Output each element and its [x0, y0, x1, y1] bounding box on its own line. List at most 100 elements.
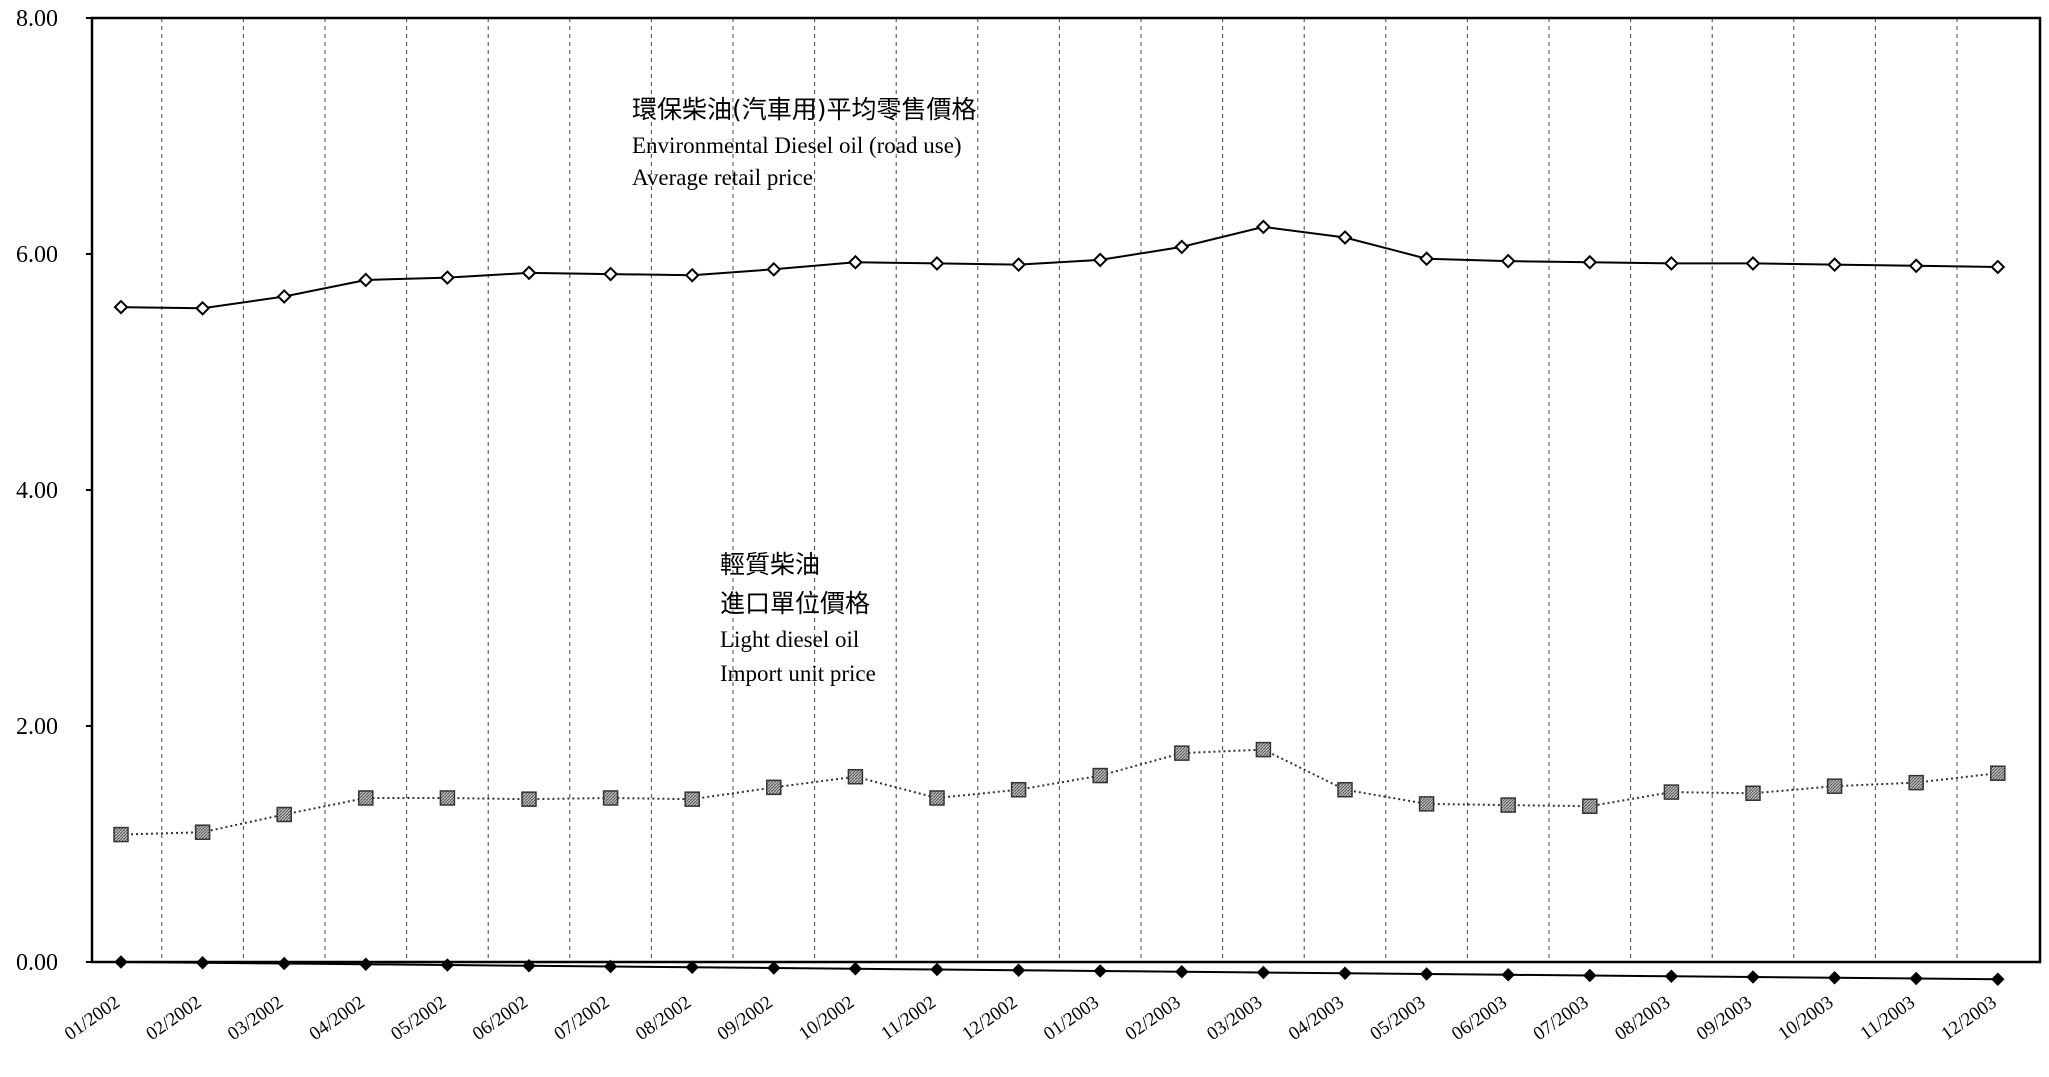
data-point-series-2 — [603, 959, 618, 974]
data-point-series-0 — [1011, 257, 1027, 273]
data-point-series-0 — [603, 266, 619, 282]
data-point-series-1 — [439, 790, 456, 806]
x-axis-ticks: 01/2002 02/2002 03/2002 04/2002 05/2002 06/20… — [61, 992, 2001, 1045]
data-point-series-1 — [766, 779, 782, 796]
data-point-series-0 — [1255, 219, 1271, 235]
data-point-series-1 — [1745, 785, 1761, 802]
data-point-series-1 — [1908, 774, 1924, 791]
x-tick-label: 01/2003 — [1040, 992, 1103, 1045]
data-point-series-1 — [276, 806, 292, 823]
data-point-series-0 — [1419, 251, 1435, 267]
data-point-series-1 — [1826, 778, 1843, 794]
data-point-series-2 — [1256, 965, 1271, 980]
annotation-import-line-4: Import unit price — [720, 661, 876, 686]
x-tick-label: 09/2002 — [714, 992, 777, 1045]
data-point-series-1 — [1337, 781, 1353, 798]
data-point-series-0 — [358, 272, 374, 288]
data-point-series-2 — [1991, 972, 2005, 986]
x-tick-label: 04/2003 — [1285, 992, 1348, 1045]
data-point-series-1 — [602, 790, 619, 806]
data-point-series-2 — [930, 962, 944, 977]
x-tick-label: 06/2002 — [469, 992, 532, 1045]
data-point-series-1 — [194, 824, 211, 840]
zero-series — [114, 955, 2005, 986]
annotation-import-line-3: Light diesel oil — [720, 627, 859, 652]
data-point-series-0 — [929, 256, 945, 271]
x-tick-label: 12/2002 — [958, 992, 1021, 1045]
data-point-series-0 — [1990, 259, 2006, 275]
data-point-series-0 — [439, 270, 455, 286]
data-point-series-1 — [1582, 798, 1598, 814]
data-point-series-0 — [276, 289, 292, 304]
data-point-series-2 — [848, 962, 863, 976]
data-point-series-0 — [195, 300, 211, 316]
y-tick-label: 6.00 — [16, 242, 58, 268]
y-tick-label: 4.00 — [16, 478, 58, 504]
series-line-1 — [120, 748, 1998, 836]
data-point-series-1 — [1010, 781, 1027, 798]
data-point-series-2 — [685, 960, 699, 974]
data-point-series-2 — [1093, 964, 1107, 978]
x-tick-label: 04/2002 — [306, 992, 369, 1045]
x-tick-label: 07/2002 — [550, 992, 613, 1045]
data-point-series-0 — [1174, 239, 1190, 255]
data-point-series-2 — [1909, 971, 1923, 986]
x-tick-label: 12/2003 — [1938, 992, 2001, 1045]
annotation-import-line-2: 進口單位價格 — [720, 589, 870, 618]
data-point-series-2 — [359, 957, 373, 971]
data-point-series-0 — [1745, 256, 1761, 271]
x-tick-label: 08/2002 — [632, 992, 695, 1045]
data-point-series-2 — [1175, 965, 1189, 979]
y-tick-label: 2.00 — [16, 714, 58, 740]
y-axis-ticks: 0.00 2.00 4.00 6.00 8.00 — [16, 6, 92, 976]
annotation-retail-price: 環保柴油(汽車用)平均零售價格 Environmental Diesel oil… — [632, 95, 977, 190]
data-point-series-1 — [684, 791, 700, 807]
x-tick-label: 09/2003 — [1693, 992, 1756, 1045]
x-tick-label: 11/2002 — [877, 992, 939, 1045]
annotation-import-line-1: 輕質柴油 — [720, 550, 820, 579]
data-point-series-1 — [1174, 745, 1190, 761]
data-point-series-1 — [1092, 767, 1108, 784]
data-point-series-1 — [1663, 784, 1680, 800]
y-tick-label: 0.00 — [16, 950, 58, 976]
y-tick-label: 8.00 — [16, 6, 58, 32]
data-point-series-2 — [1583, 968, 1597, 983]
data-point-series-1 — [113, 826, 129, 843]
x-tick-label: 03/2002 — [224, 992, 287, 1045]
gridlines — [161, 18, 1958, 962]
x-tick-label: 05/2003 — [1366, 992, 1429, 1045]
data-point-series-0 — [766, 261, 782, 277]
data-point-series-0 — [1500, 253, 1516, 269]
data-point-series-1 — [1418, 796, 1435, 812]
x-tick-label: 02/2002 — [142, 992, 205, 1045]
data-point-series-0 — [113, 299, 129, 315]
data-point-series-1 — [929, 790, 945, 806]
x-tick-label: 10/2003 — [1774, 992, 1837, 1045]
data-point-series-0 — [1827, 257, 1843, 273]
x-tick-label: 01/2002 — [61, 992, 124, 1045]
data-point-series-2 — [767, 961, 781, 975]
data-point-series-2 — [1011, 963, 1026, 977]
x-tick-label: 02/2003 — [1122, 992, 1185, 1045]
x-tick-label: 10/2002 — [795, 992, 858, 1045]
data-point-series-1 — [847, 768, 864, 785]
data-point-series-0 — [684, 267, 700, 283]
x-tick-label: 03/2003 — [1203, 992, 1266, 1045]
data-point-series-1 — [1500, 797, 1516, 813]
data-point-series-0 — [1908, 258, 1924, 274]
data-point-series-2 — [1664, 969, 1679, 983]
data-point-series-1 — [1990, 765, 2006, 781]
x-tick-label: 08/2003 — [1611, 992, 1674, 1045]
data-point-series-0 — [521, 265, 537, 281]
data-point-series-2 — [1746, 970, 1760, 984]
x-tick-label: 11/2003 — [1857, 992, 1919, 1045]
data-point-series-0 — [1337, 230, 1353, 245]
data-point-series-0 — [847, 254, 863, 270]
data-point-series-1 — [1255, 741, 1272, 758]
price-series — [113, 219, 2006, 843]
data-point-series-2 — [277, 956, 291, 971]
annotation-retail-line-3: Average retail price — [632, 165, 813, 190]
data-point-series-0 — [1092, 252, 1108, 268]
data-point-series-1 — [358, 790, 374, 806]
